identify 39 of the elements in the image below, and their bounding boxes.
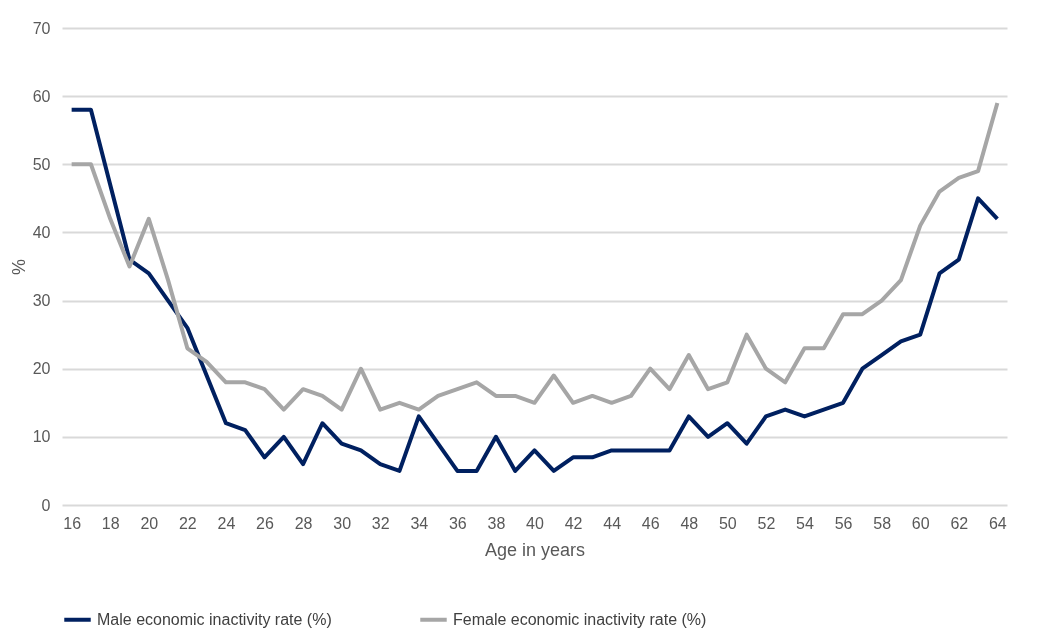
y-tick-label: 60 <box>32 87 51 105</box>
y-tick-label: 20 <box>32 360 51 378</box>
x-tick-label: 58 <box>873 514 892 532</box>
x-tick-label: 28 <box>294 514 313 532</box>
x-tick-label: 36 <box>448 514 467 532</box>
x-tick-label: 26 <box>256 514 274 532</box>
y-axis-title: % <box>8 258 29 276</box>
x-tick-label: 54 <box>796 514 814 532</box>
y-tick-label: 40 <box>32 223 51 241</box>
y-tick-label: 10 <box>32 428 51 446</box>
line-series <box>69 100 1000 412</box>
x-tick-label: 52 <box>757 514 776 532</box>
x-tick-label: 40 <box>526 514 544 532</box>
x-tick-label: 48 <box>680 514 699 532</box>
x-tick-label: 46 <box>641 514 660 532</box>
x-tick-label: 56 <box>834 514 853 532</box>
x-tick-label: 62 <box>950 514 969 532</box>
x-tick-label: 24 <box>217 514 236 532</box>
x-tick-label: 30 <box>333 514 352 532</box>
x-tick-label: 18 <box>101 514 120 532</box>
x-tick-label: 22 <box>178 514 197 532</box>
y-tick-label: 70 <box>32 19 51 37</box>
x-tick-label: 20 <box>140 514 159 532</box>
legend-label: Female economic inactivity rate (%) <box>453 610 707 628</box>
y-tick-label: 50 <box>32 155 51 173</box>
x-tick-label: 34 <box>410 514 429 532</box>
x-tick-label: 42 <box>564 514 583 532</box>
x-axis-title: Age in years <box>484 539 586 560</box>
x-tick-label: 44 <box>603 514 622 532</box>
x-tick-label: 50 <box>718 514 737 532</box>
legend-label: Male economic inactivity rate (%) <box>97 610 332 628</box>
x-tick-label: 60 <box>911 514 930 532</box>
y-tick-label: 30 <box>32 292 51 310</box>
x-tick-label: 32 <box>371 514 390 532</box>
x-tick-label: 64 <box>988 514 1007 532</box>
line-series <box>69 107 1000 473</box>
x-tick-label: 16 <box>63 514 82 532</box>
y-tick-label: 0 <box>41 496 51 514</box>
x-tick-label: 38 <box>487 514 506 532</box>
